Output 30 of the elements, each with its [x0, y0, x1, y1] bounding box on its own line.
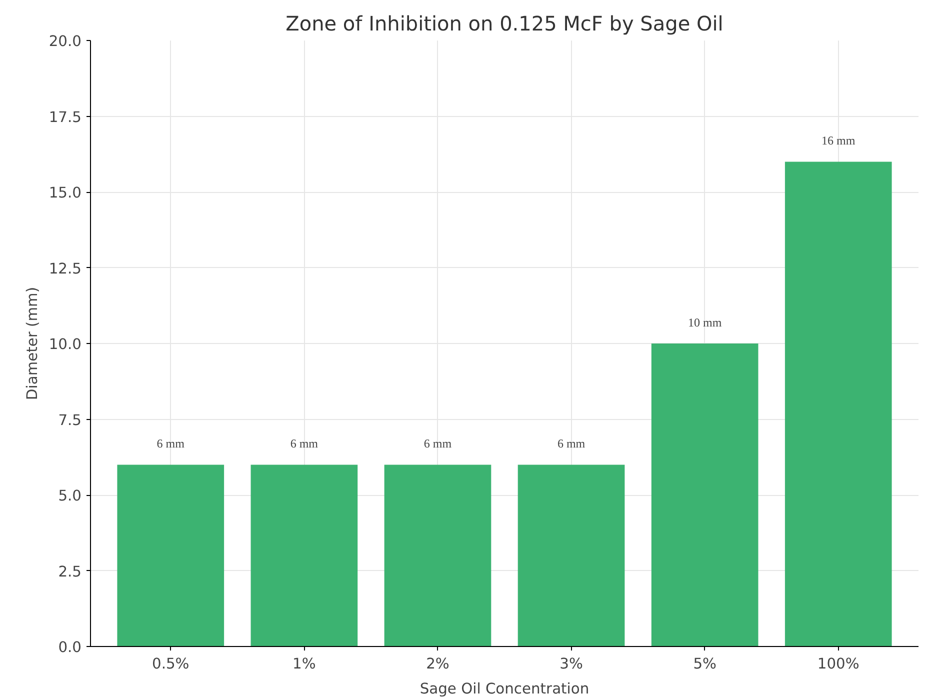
y-tick-label: 15.0 [48, 184, 82, 202]
x-tick-label: 1% [292, 656, 316, 672]
data-label: 6 mm [557, 436, 586, 451]
y-tick-label: 20.0 [48, 33, 82, 50]
data-label: 6 mm [156, 436, 186, 451]
y-tick-label: 5.0 [58, 488, 82, 504]
data-label: 16 mm [822, 134, 856, 148]
data-label: 10 mm [688, 316, 722, 330]
x-tick-label: 3% [560, 656, 583, 672]
y-tick-label: 2.5 [58, 563, 82, 580]
y-tick-label: 7.5 [58, 412, 82, 429]
data-label: 6 mm [290, 436, 319, 451]
data-label: 6 mm [424, 436, 452, 451]
bar [250, 464, 358, 646]
x-tick-label: 0.5% [152, 656, 190, 672]
x-tick-label: 100% [817, 656, 860, 672]
x-tick-label: 2% [426, 656, 450, 672]
bar [518, 464, 625, 646]
bar [651, 344, 758, 646]
y-axis-title: Diameter (mm) [24, 286, 41, 400]
bar [384, 464, 492, 646]
y-tick-label: 12.5 [48, 260, 82, 278]
bar [784, 162, 892, 646]
x-axis-title: Sage Oil Concentration [420, 680, 590, 698]
bar [117, 464, 224, 646]
chart-title: Zone of Inhibition on 0.125 McF by Sage Oil [286, 12, 724, 36]
y-tick-label: 10.0 [48, 336, 82, 353]
y-tick-label: 0.0 [58, 639, 82, 656]
y-tick-label: 17.5 [48, 108, 82, 126]
x-tick-label: 5% [693, 656, 717, 672]
